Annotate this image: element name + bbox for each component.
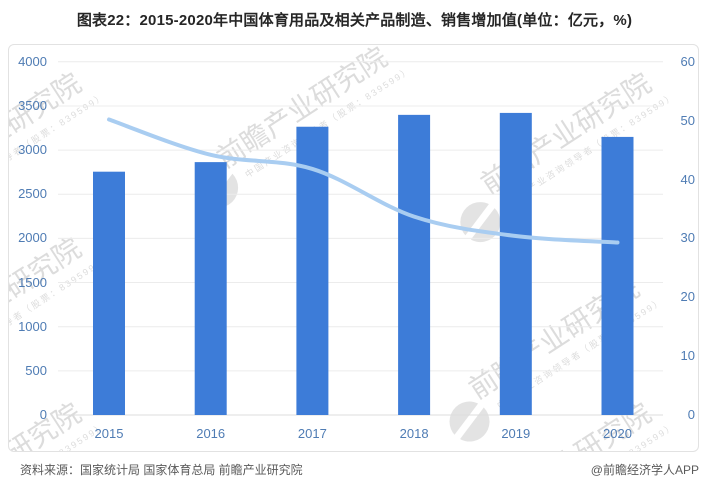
left-axis-tick: 1000	[18, 318, 47, 334]
left-axis-tick: 4000	[18, 53, 47, 69]
source-text: 资料来源：国家统计局 国家体育总局 前瞻产业研究院	[20, 463, 303, 477]
bar	[601, 136, 634, 415]
left-axis-tick: 0	[39, 407, 47, 422]
left-axis-tick: 1500	[18, 274, 47, 290]
x-axis-label: 2018	[399, 426, 429, 441]
left-axis-tick: 2500	[18, 186, 47, 202]
right-axis-tick: 30	[680, 230, 695, 246]
right-axis-tick: 60	[680, 53, 695, 69]
watermark-logo-swoosh	[451, 399, 487, 443]
right-axis-tick: 20	[680, 289, 695, 305]
credit-text: @前瞻经济学人APP	[590, 463, 699, 477]
left-axis-tick: 3500	[18, 97, 47, 113]
chart-area: 前瞻产业研究院 中国产业咨询领导者（股票：839599） 前瞻产业研究院 中国产业咨询…	[8, 44, 699, 452]
bar	[93, 171, 125, 415]
trend-line	[107, 117, 620, 245]
left-axis-tick: 3000	[18, 142, 47, 158]
left-axis-tick: 500	[25, 362, 47, 378]
bar	[194, 162, 227, 415]
chart-title: 图表22：2015-2020年中国体育用品及相关产品制造、销售增加值(单位：亿元…	[76, 12, 633, 29]
bar	[398, 114, 431, 415]
x-axis-label: 2016	[196, 426, 226, 441]
x-axis-label: 2015	[94, 426, 124, 441]
right-axis-tick: 40	[680, 171, 695, 187]
right-axis-tick: 50	[680, 112, 695, 128]
x-axis-label: 2020	[603, 426, 632, 441]
left-axis-tick: 2000	[18, 230, 47, 246]
watermark-logo-swoosh	[462, 200, 498, 244]
bar	[499, 112, 532, 415]
right-axis-tick: 0	[687, 407, 695, 422]
x-axis-label: 2017	[297, 426, 327, 441]
x-axis-label: 2019	[501, 426, 531, 441]
right-axis-tick: 10	[680, 348, 695, 364]
